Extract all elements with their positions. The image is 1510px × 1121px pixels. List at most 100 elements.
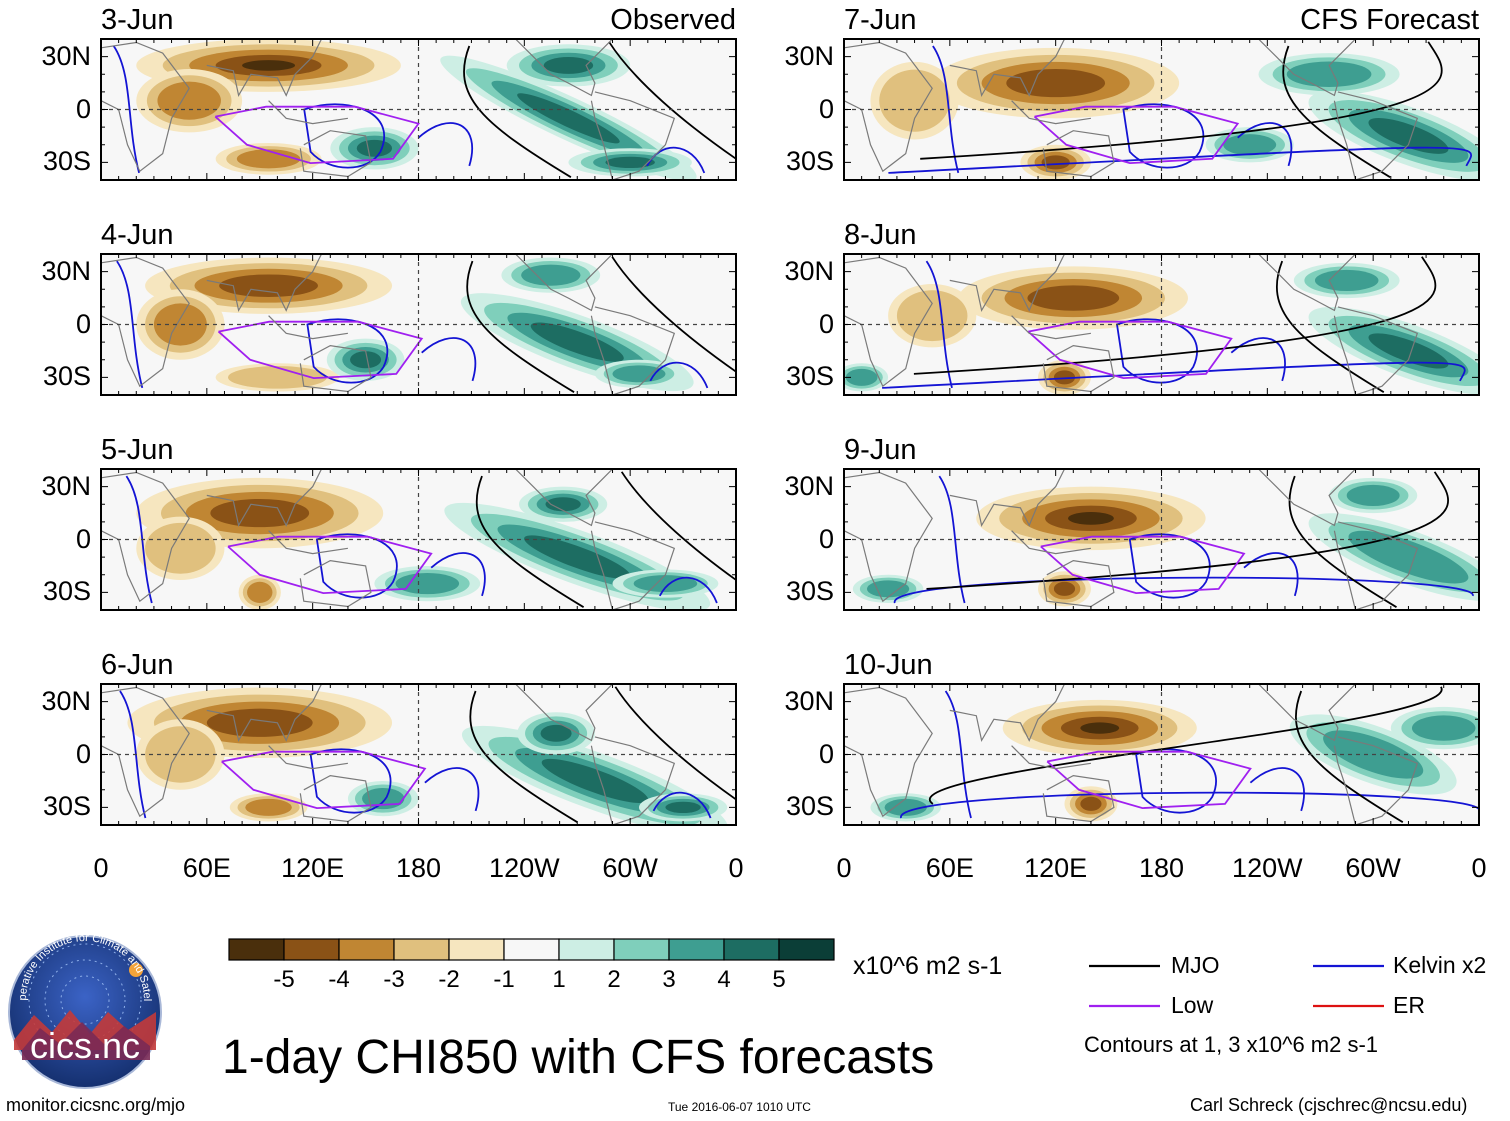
x-tick-label-60e: 60E: [182, 853, 231, 883]
anomaly-blob-2-level-1: [145, 522, 216, 574]
coastline-5: [590, 91, 676, 180]
contour-line-low: [1027, 320, 1233, 380]
contour-line-1: [306, 318, 389, 384]
anomaly-blob-0-level-3: [219, 274, 318, 298]
contour-line-low: [217, 320, 424, 380]
panel-date-label: 7-Jun: [844, 4, 917, 36]
anomaly-blob-0-level-4: [1068, 512, 1114, 525]
contour-line-0: [116, 260, 144, 389]
panel-date-label: 9-Jun: [844, 434, 917, 466]
contour-line-1: [1135, 748, 1217, 814]
panel-source-label: Observed: [610, 4, 736, 36]
map-panel-4-jun: [100, 253, 737, 396]
panel-source-label: CFS Forecast: [1300, 4, 1479, 36]
colorbar-swatch-8: [668, 938, 725, 961]
contour-lines: [112, 41, 736, 178]
coastline-4: [515, 39, 613, 97]
anomaly-blob-1-level-2: [153, 303, 207, 346]
y-tick-label-30n: 30N: [41, 470, 91, 501]
legend-label-kelvin: Kelvin x2: [1393, 952, 1487, 978]
footer-source-url[interactable]: monitor.cicsnc.org/mjo: [6, 1095, 186, 1115]
anomaly-blob-6-level-3: [665, 801, 701, 814]
contour-line-2: [424, 767, 480, 812]
colorbar-swatch-2: [338, 938, 395, 961]
anomaly-blob-1-level-3: [1080, 796, 1102, 811]
coastline-3: [1042, 344, 1115, 393]
contour-line-1: [1116, 318, 1198, 384]
y-tick-label-30n: 30N: [41, 255, 91, 286]
y-tick-label-30s: 30S: [785, 361, 834, 392]
anomaly-blob-3-level-3: [517, 93, 620, 144]
y-tick-label-30n: 30N: [41, 685, 91, 716]
colorbar-tick-label: -2: [438, 966, 460, 993]
contour-line-low: [221, 750, 427, 810]
footer-author: Carl Schreck (cjschrec@ncsu.edu): [1190, 1095, 1468, 1115]
anomaly-field: [136, 257, 694, 392]
colorbar-tick-label: 4: [717, 966, 731, 993]
map-panel-8-jun: [843, 253, 1480, 396]
coastline-1: [206, 254, 323, 313]
coastline-3: [1042, 559, 1115, 608]
anomaly-blob-3-level-3: [1368, 333, 1449, 369]
anomaly-blob-2-level-1: [879, 69, 950, 132]
coastline-5: [590, 736, 676, 825]
coastline-0: [844, 41, 933, 173]
contour-line-5: [928, 686, 1443, 805]
anomaly-blob-1-level-3: [1053, 581, 1076, 596]
contour-line-1: [315, 533, 398, 599]
map-panel-6-jun: [100, 683, 737, 826]
panel-date-label: 10-Jun: [844, 649, 933, 681]
y-tick-label-0: 0: [75, 738, 91, 769]
anomaly-blob-6-level-3: [605, 156, 655, 169]
coastline-1: [949, 39, 1066, 98]
y-tick-label-30n: 30N: [784, 40, 834, 71]
contour-line-4: [466, 260, 575, 393]
anomaly-blob-3-level-3: [541, 758, 649, 803]
coastlines: [101, 254, 676, 395]
contour-line-2: [1243, 552, 1299, 597]
contour-line-3: [649, 361, 709, 389]
anomaly-blob-5-level-3: [350, 351, 382, 369]
panel-date-label: 3-Jun: [101, 4, 174, 36]
contour-line-5: [614, 686, 736, 801]
panel-date-label: 4-Jun: [101, 219, 174, 251]
map-panel-3-jun: [100, 38, 737, 181]
contour-line-2: [417, 122, 474, 167]
anomaly-blob-0-level-3: [1006, 68, 1106, 98]
map-panel-9-jun: [843, 468, 1480, 611]
contour-lines: [888, 41, 1472, 178]
anomaly-blob-1-level-3: [1053, 370, 1076, 385]
coastlines: [844, 684, 1419, 825]
legend-label-low: Low: [1171, 992, 1214, 1018]
contour-line-5: [620, 471, 736, 582]
coastline-3: [299, 774, 372, 823]
anomaly-field: [844, 262, 1479, 395]
coastline-4: [1258, 469, 1356, 527]
y-tick-label-30s: 30S: [42, 576, 91, 607]
anomaly-blob-4-level-2: [866, 580, 910, 598]
colorbar-tick-label: -1: [493, 966, 515, 993]
coastline-4: [1258, 254, 1356, 312]
contour-lines: [125, 471, 736, 608]
contour-lines: [882, 256, 1466, 393]
footer-timestamp: Tue 2016-06-07 1010 UTC: [668, 1100, 811, 1114]
y-tick-label-0: 0: [818, 523, 834, 554]
panel-date-label: 5-Jun: [101, 434, 174, 466]
x-tick-label-0: 0: [836, 853, 852, 883]
contour-line-1: [303, 103, 386, 169]
colorbar-swatch-0: [228, 938, 285, 961]
legend-label-mjo: MJO: [1171, 952, 1220, 978]
y-tick-label-30s: 30S: [785, 146, 834, 177]
anomaly-blob-0-level-4: [242, 60, 296, 71]
x-tick-label-0: 0: [93, 853, 109, 883]
colorbar-tick-label: 2: [607, 966, 621, 993]
colorbar-swatch-6: [558, 938, 615, 961]
contour-line-low: [1046, 750, 1252, 810]
y-tick-label-0: 0: [818, 93, 834, 124]
colorbar-tick-label: -3: [383, 966, 405, 993]
legend-label-er: ER: [1393, 992, 1425, 1018]
contour-line-4: [1288, 475, 1397, 608]
colorbar-swatch-1: [283, 938, 340, 961]
anomaly-blob-4-level-2: [884, 798, 927, 816]
